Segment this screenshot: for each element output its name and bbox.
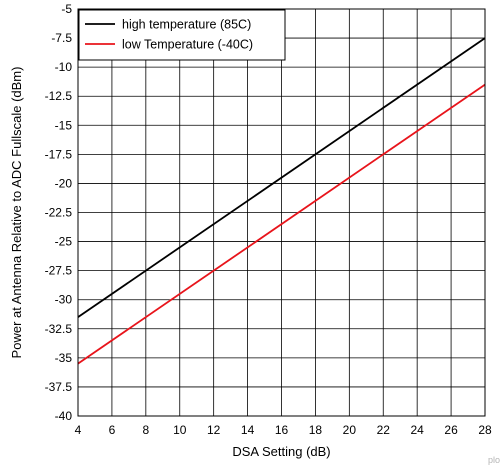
x-tick-label: 8 [142, 423, 149, 437]
x-tick-label: 28 [478, 423, 492, 437]
y-tick-label: -30 [55, 293, 73, 307]
watermark-text: plo [488, 455, 500, 465]
x-tick-label: 6 [109, 423, 116, 437]
x-tick-label: 20 [343, 423, 357, 437]
y-axis-title: Power at Antenna Relative to ADC Fullsca… [9, 67, 24, 359]
legend-label-high-temperature: high temperature (85C) [122, 18, 251, 32]
legend-label-low-temperature: low Temperature (-40C) [122, 38, 253, 52]
y-tick-label: -17.5 [45, 147, 73, 161]
x-axis-title: DSA Setting (dB) [232, 444, 330, 459]
x-tick-label: 16 [275, 423, 289, 437]
y-tick-label: -12.5 [45, 89, 73, 103]
legend: high temperature (85C) low Temperature (… [78, 9, 286, 61]
y-tick-label: -10 [55, 60, 73, 74]
y-tick-label: -27.5 [45, 264, 73, 278]
grid [78, 9, 485, 416]
y-tick-labels: -40 -37.5 -35 -32.5 -30 -27.5 -25 -22.5 -20 -17.5… [45, 2, 73, 423]
x-tick-label: 12 [207, 423, 221, 437]
plot-frame [77, 8, 486, 417]
series-line-low-temperature [77, 83, 486, 365]
x-tick-label: 10 [173, 423, 187, 437]
series-line-high-temperature [77, 37, 486, 318]
y-tick-label: -25 [55, 235, 73, 249]
y-tick-label: -22.5 [45, 206, 73, 220]
y-tick-label: -15 [55, 118, 73, 132]
x-tick-label: 18 [309, 423, 323, 437]
y-tick-label: -40 [55, 409, 73, 423]
x-tick-label: 4 [75, 423, 82, 437]
legend-box [78, 9, 286, 61]
x-tick-labels: 4 6 8 10 12 14 16 18 20 22 24 26 28 [75, 423, 492, 437]
series-lines [77, 37, 486, 365]
x-tick-label: 24 [410, 423, 424, 437]
x-tick-label: 14 [241, 423, 255, 437]
y-tick-label: -5 [61, 2, 72, 16]
x-tick-label: 26 [444, 423, 458, 437]
x-tick-label: 22 [377, 423, 391, 437]
y-tick-label: -35 [55, 351, 73, 365]
y-tick-label: -20 [55, 176, 73, 190]
y-tick-label: -32.5 [45, 322, 73, 336]
y-tick-label: -7.5 [51, 31, 72, 45]
y-tick-label: -37.5 [45, 380, 73, 394]
